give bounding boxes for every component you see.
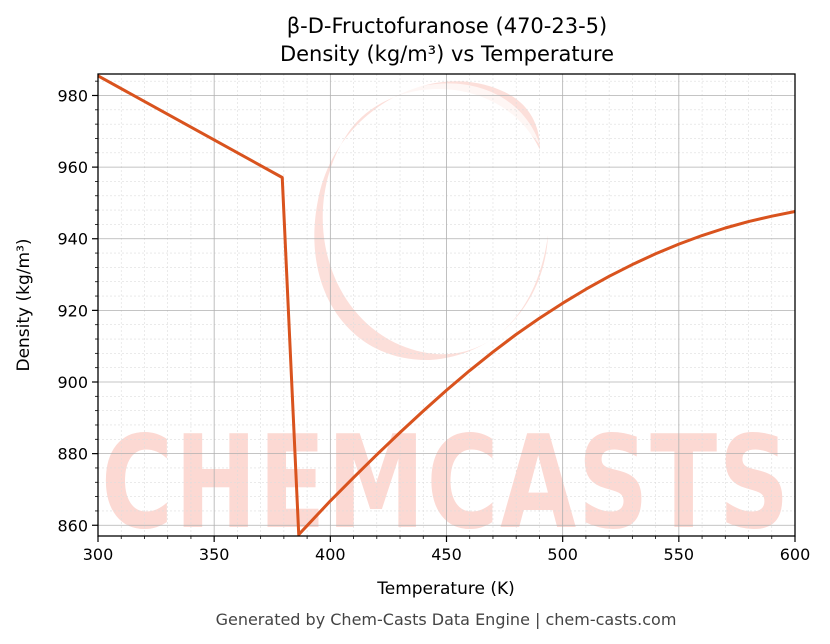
x-tick-label: 550 <box>664 545 695 564</box>
y-tick-label: 920 <box>57 301 88 320</box>
watermark-swirl-highlight <box>395 83 540 145</box>
watermark-text: CHEMCASTS <box>101 409 791 558</box>
watermark-swirl <box>314 81 548 361</box>
y-tick-label: 880 <box>57 445 88 464</box>
y-axis-ticks: 860 880 900 920 940 960 980 <box>57 80 98 535</box>
x-axis-label: Temperature (K) <box>376 579 515 599</box>
y-tick-label: 860 <box>57 516 88 535</box>
x-tick-label: 400 <box>315 545 346 564</box>
x-tick-label: 500 <box>547 545 578 564</box>
x-tick-label: 450 <box>431 545 462 564</box>
watermark: CHEMCASTS <box>101 81 791 558</box>
y-tick-label: 980 <box>57 86 88 105</box>
x-tick-label: 600 <box>780 545 811 564</box>
plot-area: CHEMCASTS <box>97 73 796 558</box>
footer-credit: Generated by Chem-Casts Data Engine | ch… <box>216 610 677 629</box>
y-tick-label: 900 <box>57 373 88 392</box>
chart-subtitle: Density (kg/m³) vs Temperature <box>280 42 614 66</box>
watermark-logo <box>314 81 548 361</box>
series-layer <box>97 74 796 537</box>
y-axis-label: Density (kg/m³) <box>14 238 34 371</box>
y-tick-label: 940 <box>57 230 88 249</box>
chart-title: β-D-Fructofuranose (470-23-5) <box>287 14 607 38</box>
x-axis-ticks: 300 350 400 450 500 550 600 <box>83 536 811 564</box>
y-tick-label: 960 <box>57 158 88 177</box>
major-gridlines <box>97 74 796 536</box>
x-tick-label: 300 <box>83 545 114 564</box>
series-line-0 <box>97 74 796 537</box>
x-tick-label: 350 <box>199 545 230 564</box>
